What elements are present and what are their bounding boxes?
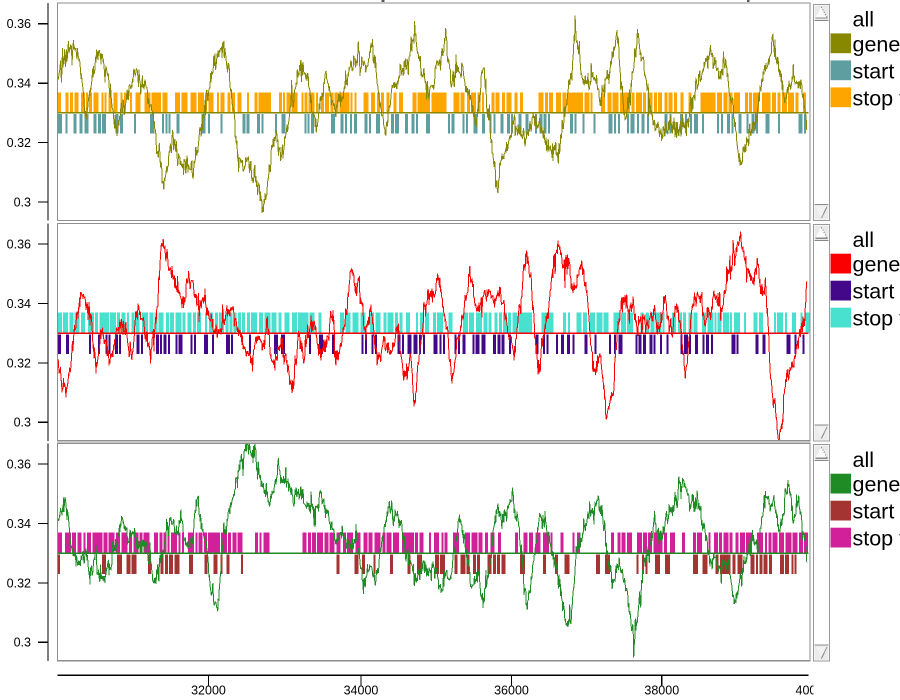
svg-text:start: start <box>853 280 895 304</box>
svg-text:32000: 32000 <box>191 684 226 698</box>
svg-text:stop tr: stop tr <box>853 86 900 110</box>
svg-text:34000: 34000 <box>344 684 379 698</box>
svg-text:all: all <box>853 448 875 472</box>
svg-text:0.32: 0.32 <box>7 136 31 150</box>
svg-text:0.3: 0.3 <box>14 195 31 209</box>
svg-text:all: all <box>853 8 875 32</box>
svg-text:all: all <box>853 228 875 252</box>
svg-text:stop tr: stop tr <box>853 307 900 331</box>
svg-text:38000: 38000 <box>644 684 679 698</box>
svg-text:start: start <box>853 59 895 83</box>
svg-text:0.34: 0.34 <box>7 77 31 91</box>
svg-text:0.32: 0.32 <box>7 356 31 370</box>
svg-text:0.34: 0.34 <box>7 517 31 531</box>
svg-text:0.34: 0.34 <box>7 297 31 311</box>
svg-text:0.32: 0.32 <box>7 576 31 590</box>
svg-text:0.36: 0.36 <box>7 458 31 472</box>
svg-text:start: start <box>853 500 895 524</box>
svg-text:0.3: 0.3 <box>14 416 31 430</box>
svg-text:0.36: 0.36 <box>7 238 31 252</box>
svg-text:stop tr: stop tr <box>853 527 900 551</box>
svg-text:40000: 40000 <box>796 684 831 698</box>
svg-text:0.36: 0.36 <box>7 17 31 31</box>
svg-text:36000: 36000 <box>494 684 529 698</box>
svg-text:0.3: 0.3 <box>14 636 31 650</box>
